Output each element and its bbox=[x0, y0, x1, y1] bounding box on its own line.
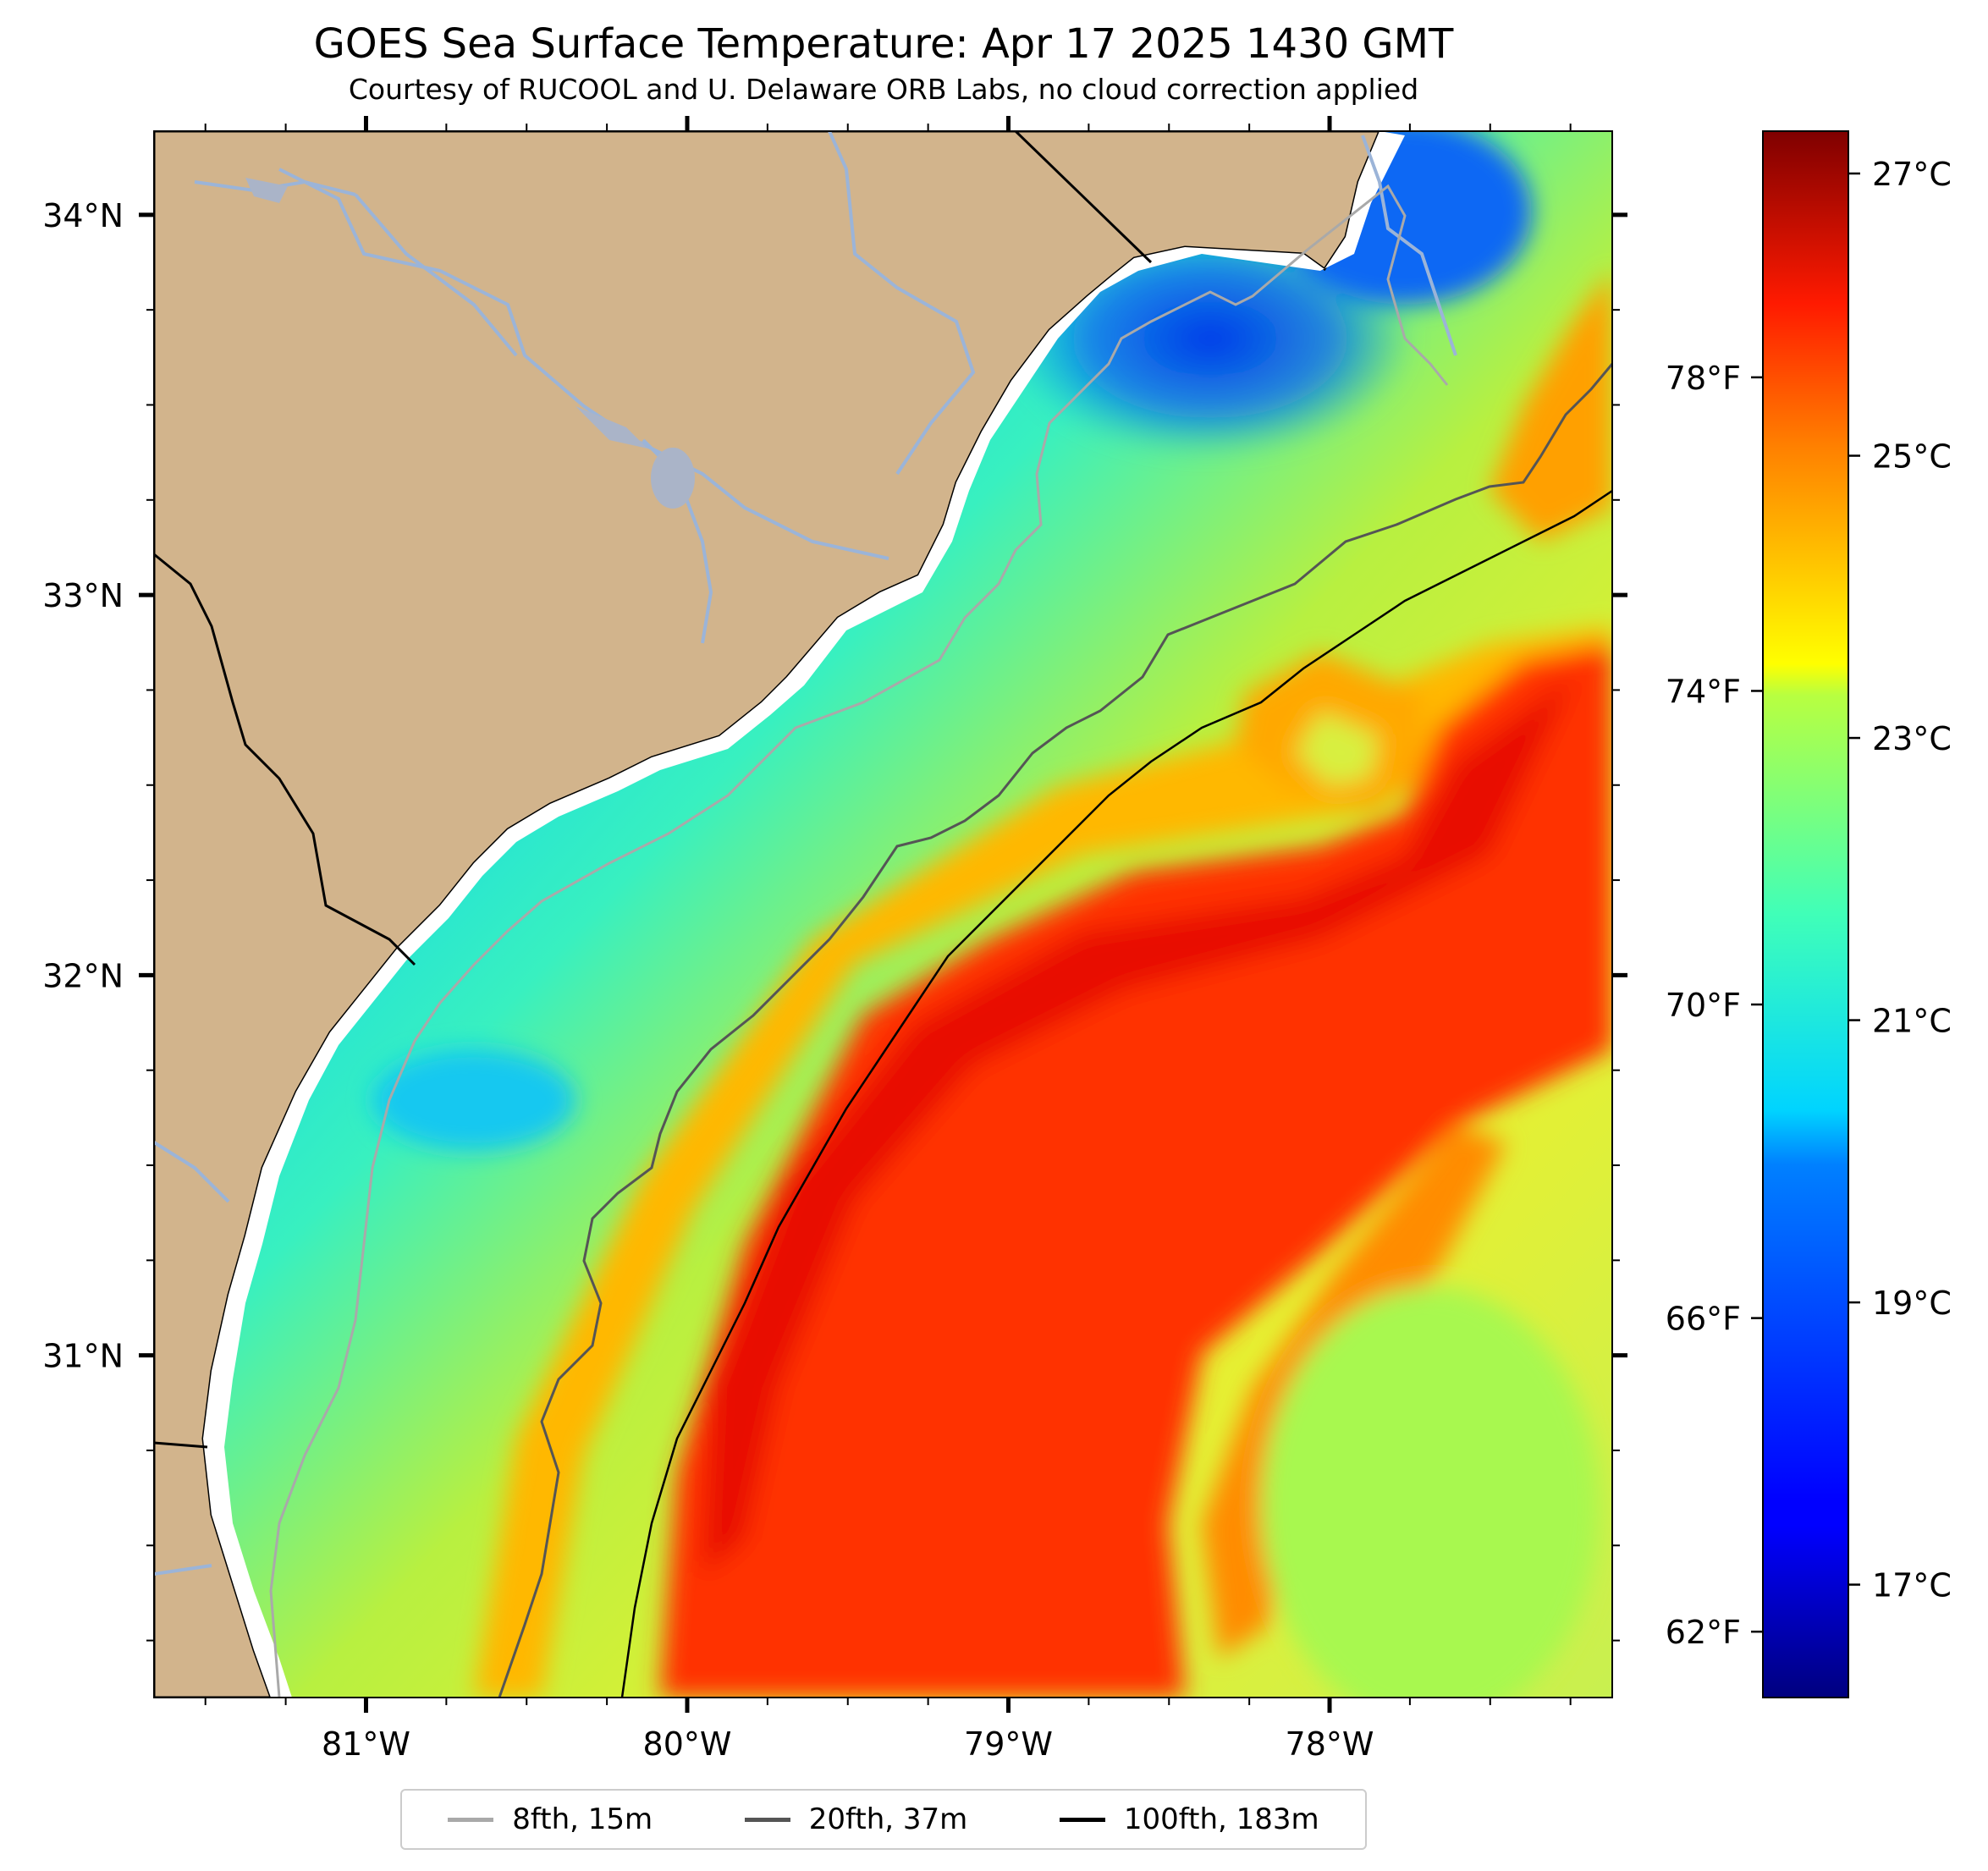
legend-item-8fth: 8fth, 15m bbox=[448, 1802, 653, 1836]
fahrenheit-tick-label: 62°F bbox=[1666, 1614, 1741, 1651]
colorbar-celsius-axis: 17°C 19°C 21°C 23°C 25°C 27°C bbox=[1848, 156, 1952, 1604]
isobath-100fth bbox=[620, 489, 1612, 1698]
legend-label: 8fth, 15m bbox=[512, 1802, 653, 1836]
fahrenheit-tick-label: 66°F bbox=[1666, 1301, 1741, 1338]
legend-label: 20fth, 37m bbox=[808, 1802, 968, 1836]
lon-tick-label: 80°W bbox=[643, 1725, 732, 1763]
offshore-green-pool bbox=[1261, 1286, 1600, 1698]
colorbar bbox=[1762, 130, 1849, 1698]
fahrenheit-tick-label: 78°F bbox=[1666, 360, 1741, 397]
gulf-stream-hot-core bbox=[702, 677, 1574, 1574]
lat-tick-label: 32°N bbox=[42, 957, 124, 994]
fahrenheit-tick-label: 74°F bbox=[1666, 673, 1741, 710]
isobath-8fth bbox=[269, 184, 1449, 1698]
isobath-legend: 8fth, 15m 20fth, 37m 100fth, 183m bbox=[400, 1789, 1367, 1850]
eddy-yellow bbox=[1295, 711, 1379, 787]
coastal-white-gap bbox=[203, 131, 1405, 1698]
state-borders bbox=[154, 131, 1153, 1449]
celsius-tick-label: 19°C bbox=[1872, 1285, 1952, 1322]
map-frame bbox=[153, 130, 1613, 1698]
celsius-tick-label: 27°C bbox=[1872, 156, 1952, 193]
lake-moultrie bbox=[575, 406, 647, 448]
lon-tick-label: 81°W bbox=[322, 1725, 410, 1763]
lake-marion bbox=[651, 448, 695, 509]
isobath-20fth bbox=[498, 363, 1612, 1698]
celsius-tick-label: 25°C bbox=[1872, 438, 1952, 476]
legend-item-20fth: 20fth, 37m bbox=[744, 1802, 968, 1836]
nearshore-cyan-patch bbox=[372, 1049, 575, 1151]
celsius-tick-label: 17°C bbox=[1872, 1567, 1952, 1604]
legend-swatch bbox=[744, 1817, 790, 1822]
latitude-axis: 34°N 33°N 32°N 31°N bbox=[42, 197, 1627, 1375]
fahrenheit-tick-label: 70°F bbox=[1666, 987, 1741, 1024]
celsius-tick-label: 23°C bbox=[1872, 720, 1952, 757]
minor-ticks bbox=[146, 124, 1620, 1705]
figure-subtitle: Courtesy of RUCOOL and U. Delaware ORB L… bbox=[349, 73, 1418, 106]
colorbar-fahrenheit-axis: 62°F 66°F 70°F 74°F 78°F bbox=[1666, 360, 1763, 1651]
lon-tick-label: 79°W bbox=[964, 1725, 1053, 1763]
lake-upstate bbox=[245, 178, 288, 203]
legend-item-100fth: 100fth, 183m bbox=[1059, 1802, 1319, 1836]
legend-swatch bbox=[448, 1817, 494, 1822]
legend-label: 100fth, 183m bbox=[1123, 1802, 1319, 1836]
lat-tick-label: 33°N bbox=[42, 577, 124, 614]
legend-swatch bbox=[1059, 1817, 1105, 1822]
map-panel bbox=[154, 131, 1612, 1698]
lat-tick-label: 34°N bbox=[42, 197, 124, 234]
lon-tick-label: 78°W bbox=[1286, 1725, 1374, 1763]
northeast-orange bbox=[1490, 271, 1612, 542]
longitude-axis: 81°W 80°W 79°W 78°W bbox=[322, 116, 1374, 1763]
celsius-tick-label: 21°C bbox=[1872, 1003, 1952, 1040]
figure-title: GOES Sea Surface Temperature: Apr 17 202… bbox=[314, 20, 1454, 68]
lat-tick-label: 31°N bbox=[42, 1338, 124, 1375]
